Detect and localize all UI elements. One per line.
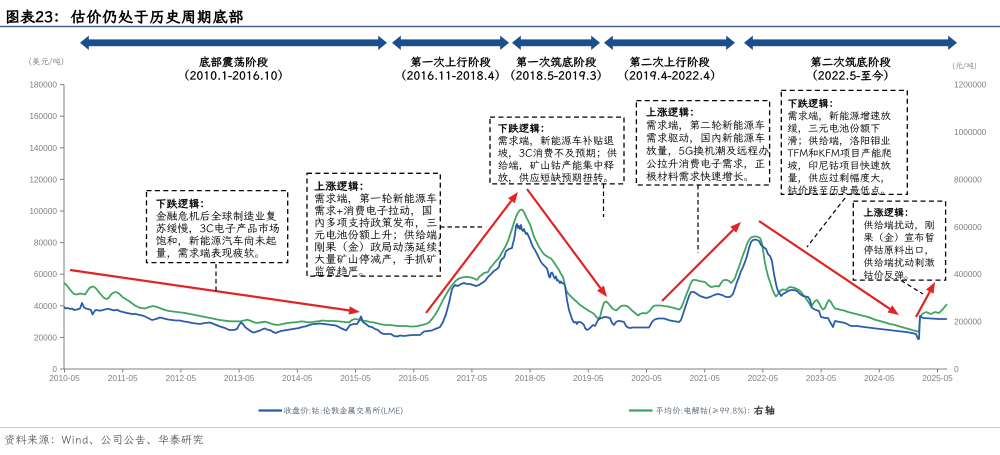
svg-text:2014-05: 2014-05 (282, 373, 313, 383)
svg-text:600000: 600000 (954, 222, 982, 232)
svg-text:2011-05: 2011-05 (108, 373, 138, 383)
svg-text:0: 0 (954, 364, 959, 374)
svg-text:2013-05: 2013-05 (224, 373, 255, 383)
svg-text:1000000: 1000000 (954, 127, 987, 137)
svg-text:2018-05: 2018-05 (515, 373, 546, 383)
svg-text:2020-05: 2020-05 (631, 373, 662, 383)
svg-text:400000: 400000 (954, 269, 982, 279)
svg-text:1200000: 1200000 (954, 80, 987, 90)
svg-text:180000: 180000 (29, 80, 57, 90)
svg-text:200000: 200000 (954, 317, 982, 327)
svg-text:2023-05: 2023-05 (806, 373, 837, 383)
svg-text:2010-05: 2010-05 (49, 373, 80, 383)
svg-text:160000: 160000 (29, 111, 57, 121)
svg-text:2021-05: 2021-05 (689, 373, 720, 383)
svg-text:80000: 80000 (34, 238, 57, 248)
svg-text:0: 0 (52, 364, 57, 374)
svg-text:20000: 20000 (34, 332, 57, 342)
svg-text:2012-05: 2012-05 (166, 373, 197, 383)
svg-text:800000: 800000 (954, 174, 982, 184)
svg-text:60000: 60000 (34, 269, 57, 279)
svg-text:2016-05: 2016-05 (398, 373, 429, 383)
svg-text:100000: 100000 (29, 206, 57, 216)
svg-text:120000: 120000 (29, 174, 57, 184)
svg-text:40000: 40000 (34, 301, 57, 311)
svg-text:2025-05: 2025-05 (922, 373, 953, 383)
svg-text:2022-05: 2022-05 (748, 373, 779, 383)
svg-text:140000: 140000 (29, 143, 57, 153)
svg-text:2015-05: 2015-05 (340, 373, 371, 383)
svg-text:2019-05: 2019-05 (573, 373, 604, 383)
svg-text:2017-05: 2017-05 (457, 373, 488, 383)
svg-text:2024-05: 2024-05 (864, 373, 895, 383)
